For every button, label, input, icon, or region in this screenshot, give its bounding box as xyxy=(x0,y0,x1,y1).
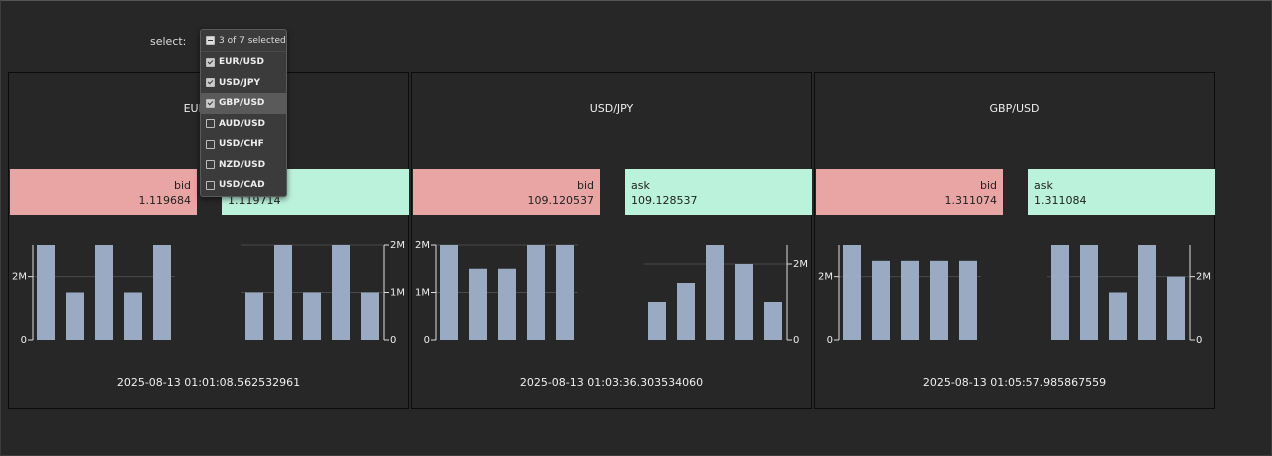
ask-box: ask 1.311084 xyxy=(1028,169,1215,215)
bar xyxy=(95,245,113,340)
bar xyxy=(124,292,142,340)
dropdown-option[interactable]: AUD/USD xyxy=(201,114,286,135)
y-tick-label: 0 xyxy=(390,335,396,346)
bar xyxy=(274,245,292,340)
bar xyxy=(37,245,55,340)
bar xyxy=(930,260,948,340)
y-tick-label: 2M xyxy=(1196,272,1211,283)
option-label: USD/CHF xyxy=(219,139,264,150)
dropdown-option[interactable]: USD/CHF xyxy=(201,134,286,155)
bid-box: bid 1.119684 xyxy=(10,169,197,215)
option-checkbox[interactable] xyxy=(206,139,215,149)
y-tick-label: 0 xyxy=(21,335,27,346)
bar xyxy=(440,245,458,340)
bar xyxy=(245,292,263,340)
y-tick-label: 2M xyxy=(818,272,833,283)
dropdown-option[interactable]: USD/JPY xyxy=(201,73,286,94)
ask-label: ask xyxy=(1034,179,1053,192)
y-tick-label: 2M xyxy=(12,272,27,283)
bid-value: 1.311074 xyxy=(944,194,998,207)
bar xyxy=(1109,292,1127,340)
option-checkbox[interactable] xyxy=(206,98,215,108)
option-checkbox[interactable] xyxy=(206,160,215,170)
option-checkbox[interactable] xyxy=(206,180,215,190)
bid-value: 1.119684 xyxy=(138,194,192,207)
ask-value: 1.119714 xyxy=(228,194,281,207)
y-tick-label: 0 xyxy=(827,335,833,346)
bar xyxy=(1080,245,1098,340)
bid-box: bid 109.120537 xyxy=(413,169,600,215)
y-tick-label: 1M xyxy=(415,288,430,299)
bar xyxy=(677,283,695,340)
y-tick-label: 0 xyxy=(1196,335,1202,346)
panel-title: USD/JPY xyxy=(589,102,634,115)
dropdown-header[interactable]: 3 of 7 selected xyxy=(201,30,286,52)
bar xyxy=(706,245,724,340)
option-label: USD/JPY xyxy=(219,77,261,88)
bar xyxy=(1167,276,1185,340)
y-tick-label: 2M xyxy=(390,240,405,251)
bar xyxy=(901,260,919,340)
bar xyxy=(469,268,487,340)
select-all-checkbox[interactable] xyxy=(206,36,215,45)
dropdown-option[interactable]: GBP/USD xyxy=(201,93,286,114)
bid-label: bid xyxy=(173,179,191,192)
bar xyxy=(843,245,861,340)
dropdown-options: EUR/USD USD/JPY GBP/USD AUD/USD USD/CHF NZD/U… xyxy=(201,52,286,196)
y-tick-label: 0 xyxy=(424,335,430,346)
option-label: NZD/USD xyxy=(219,159,266,170)
bar xyxy=(303,292,321,340)
option-checkbox[interactable] xyxy=(206,78,215,88)
y-tick-label: 2M xyxy=(415,240,430,251)
ask-value: 1.311084 xyxy=(1034,194,1087,207)
timestamp: 2025-08-13 01:05:57.985867559 xyxy=(922,376,1107,389)
option-label: USD/CAD xyxy=(219,180,265,191)
ask-value: 109.128537 xyxy=(631,194,698,207)
ask-box: ask 109.128537 xyxy=(625,169,812,215)
panel-title: GBP/USD xyxy=(989,102,1040,115)
select-label: select: xyxy=(150,35,187,48)
y-tick-label: 0 xyxy=(793,335,799,346)
bar xyxy=(1138,245,1156,340)
option-checkbox[interactable] xyxy=(206,119,215,129)
option-label: GBP/USD xyxy=(219,98,265,109)
option-label: AUD/USD xyxy=(219,118,266,129)
bar xyxy=(498,268,516,340)
bar xyxy=(735,264,753,340)
bar xyxy=(1051,245,1069,340)
bar xyxy=(872,260,890,340)
panel: GBP/USD bid 1.311074 ask 1.311084 2025-08-13 … xyxy=(814,72,1215,409)
bar xyxy=(332,245,350,340)
timestamp: 2025-08-13 01:03:36.303534060 xyxy=(519,376,704,389)
ask-label: ask xyxy=(631,179,650,192)
option-label: EUR/USD xyxy=(219,57,264,68)
bar xyxy=(527,245,545,340)
option-checkbox[interactable] xyxy=(206,57,215,67)
bar xyxy=(361,292,379,340)
y-tick-label: 1M xyxy=(390,288,405,299)
bid-value: 109.120537 xyxy=(527,194,594,207)
timestamp: 2025-08-13 01:01:08.562532961 xyxy=(116,376,301,389)
bar xyxy=(153,245,171,340)
bar xyxy=(66,292,84,340)
bar xyxy=(764,302,782,340)
bar xyxy=(648,302,666,340)
dropdown-option[interactable]: USD/CAD xyxy=(201,175,286,196)
dropdown-summary: 3 of 7 selected xyxy=(219,35,286,46)
panel: USD/JPY bid 109.120537 ask 109.128537 2025-08… xyxy=(411,72,812,409)
dropdown-option[interactable]: EUR/USD xyxy=(201,52,286,73)
dropdown-option[interactable]: NZD/USD xyxy=(201,155,286,176)
bar xyxy=(556,245,574,340)
bar xyxy=(959,260,977,340)
bid-box: bid 1.311074 xyxy=(816,169,1003,215)
multiselect-dropdown[interactable]: 3 of 7 selected EUR/USD USD/JPY GBP/USD AUD… xyxy=(200,29,287,197)
bid-label: bid xyxy=(979,179,997,192)
y-tick-label: 2M xyxy=(793,259,808,270)
bid-label: bid xyxy=(576,179,594,192)
